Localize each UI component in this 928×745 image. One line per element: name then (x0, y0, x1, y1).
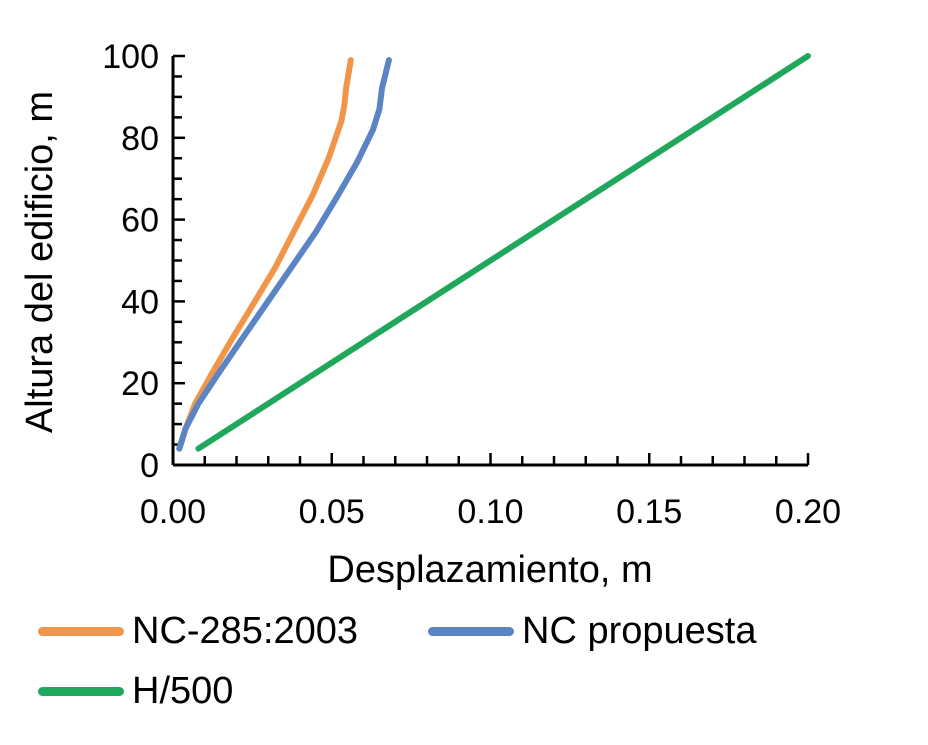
legend-item-h500: H/500 (38, 670, 233, 713)
chart: 0 20 40 60 80 100 0.00 0.05 0.10 0.15 0.20 Desplaz… (19, 38, 841, 591)
y-axis-title: Altura del edificio, m (19, 91, 61, 433)
series-line-h500 (195, 53, 811, 452)
axes: 0 20 40 60 80 100 0.00 0.05 0.10 0.15 0.20 (102, 38, 841, 531)
y-tick-label: 0 (140, 447, 159, 485)
y-tick-label: 60 (121, 202, 159, 240)
legend-item-nc-propuesta: NC propuesta (428, 610, 756, 653)
legend-swatch-nc-285 (38, 627, 124, 636)
legend-swatch-nc-propuesta (428, 627, 514, 636)
legend-label-nc-285: NC-285:2003 (132, 610, 359, 652)
series-line-nc-285 (176, 57, 354, 452)
x-axis-title: Desplazamiento, m (327, 549, 652, 591)
x-tick-label: 0.05 (299, 493, 365, 531)
y-tick-label: 100 (102, 38, 159, 76)
series-layer (176, 53, 811, 452)
series-line-nc-propuesta (176, 57, 392, 452)
x-tick-label: 0.00 (140, 493, 206, 531)
y-tick-label: 40 (121, 283, 159, 321)
legend: NC-285:2003 NC propuesta H/500 (0, 598, 928, 738)
legend-label-nc-propuesta: NC propuesta (522, 610, 757, 652)
y-tick-label: 20 (121, 365, 159, 403)
x-tick-label: 0.10 (457, 493, 523, 531)
legend-swatch-h500 (38, 687, 124, 696)
legend-label-h500: H/500 (132, 670, 234, 712)
x-tick-label: 0.15 (616, 493, 682, 531)
x-tick-label: 0.20 (775, 493, 841, 531)
legend-item-nc-285: NC-285:2003 (38, 610, 358, 653)
y-tick-label: 80 (121, 120, 159, 158)
